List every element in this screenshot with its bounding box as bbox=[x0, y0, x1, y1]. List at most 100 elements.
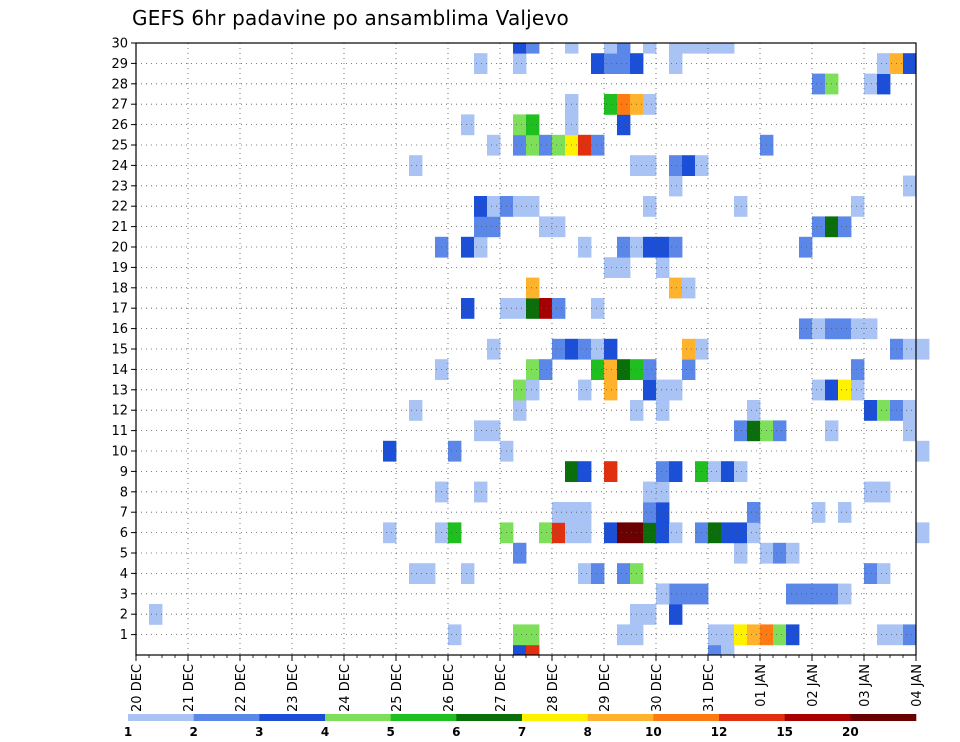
cell-218 bbox=[474, 53, 488, 74]
cell-214 bbox=[812, 73, 826, 95]
cell-58 bbox=[643, 522, 657, 544]
y-axis: 1234567891011121314151617181920212223242… bbox=[111, 37, 136, 643]
x-axis: 20 DEC 21 DEC 22 DEC 23 DEC 24 DEC 25 DEC 26 D… bbox=[130, 655, 925, 712]
cell-225 bbox=[877, 53, 891, 74]
cell-29 bbox=[812, 583, 826, 605]
cell-123 bbox=[526, 359, 540, 380]
cell-154 bbox=[552, 298, 566, 319]
x-tick-label: 03 JAN bbox=[858, 664, 873, 707]
cell-161 bbox=[656, 257, 670, 278]
x-tick-label: 02 JAN bbox=[806, 664, 821, 707]
y-tick-label: 11 bbox=[111, 424, 128, 439]
cell-94 bbox=[474, 420, 488, 442]
y-tick-label: 10 bbox=[111, 445, 128, 460]
cell-143 bbox=[799, 318, 813, 340]
cell-96 bbox=[734, 420, 748, 442]
cell-169 bbox=[656, 236, 670, 258]
cell-158 bbox=[682, 277, 696, 299]
cell-62 bbox=[708, 522, 722, 544]
cell-232 bbox=[617, 43, 631, 54]
colorbar-label: 12 bbox=[711, 725, 728, 739]
y-tick-label: 28 bbox=[111, 77, 128, 92]
cell-102 bbox=[409, 400, 423, 421]
cell-206 bbox=[526, 114, 540, 136]
y-tick-label: 1 bbox=[120, 628, 128, 643]
cell-230 bbox=[565, 43, 579, 54]
cell-4 bbox=[448, 624, 462, 646]
x-tick-label: 28 DEC bbox=[546, 664, 561, 712]
cell-87 bbox=[708, 461, 722, 482]
cell-183 bbox=[526, 196, 540, 217]
cell-1 bbox=[708, 644, 722, 656]
cell-59 bbox=[656, 522, 670, 544]
y-tick-label: 9 bbox=[120, 465, 128, 480]
cell-67 bbox=[552, 502, 566, 523]
cell-155 bbox=[591, 298, 605, 319]
colorbar-label: 3 bbox=[255, 725, 263, 739]
cell-118 bbox=[812, 379, 826, 401]
cell-159 bbox=[604, 257, 618, 278]
cell-97 bbox=[747, 420, 761, 442]
cell-189 bbox=[409, 155, 423, 176]
cell-66 bbox=[916, 522, 930, 544]
cell-34 bbox=[422, 563, 436, 584]
cell-220 bbox=[591, 53, 605, 74]
cell-149 bbox=[461, 298, 475, 319]
cell-106 bbox=[747, 400, 761, 421]
cell-124 bbox=[539, 359, 553, 380]
cell-224 bbox=[669, 53, 683, 74]
cell-229 bbox=[526, 43, 540, 54]
colorbar: 1 2 3 4 5 6 7 8 10 12 15 20 bbox=[124, 714, 917, 739]
cell-60 bbox=[669, 522, 683, 544]
x-tick-label: 26 DEC bbox=[442, 664, 457, 712]
x-tick-label: 30 DEC bbox=[650, 664, 665, 712]
cell-137 bbox=[604, 338, 618, 360]
y-tick-label: 20 bbox=[111, 241, 128, 256]
cell-72 bbox=[747, 502, 761, 523]
cell-125 bbox=[591, 359, 605, 380]
y-tick-label: 27 bbox=[111, 98, 128, 113]
cell-85 bbox=[669, 461, 683, 482]
cell-54 bbox=[578, 522, 592, 544]
cell-129 bbox=[643, 359, 657, 380]
cell-148 bbox=[864, 318, 878, 340]
cell-2 bbox=[721, 644, 735, 656]
cell-88 bbox=[721, 461, 735, 482]
y-tick-label: 24 bbox=[111, 159, 128, 174]
cell-130 bbox=[682, 359, 696, 380]
cell-210 bbox=[604, 94, 618, 115]
cell-101 bbox=[903, 420, 917, 442]
y-tick-label: 30 bbox=[111, 37, 128, 52]
cell-211 bbox=[617, 94, 631, 115]
cell-234 bbox=[669, 43, 683, 54]
cell-76 bbox=[474, 481, 488, 503]
cell-233 bbox=[643, 43, 657, 54]
y-tick-label: 2 bbox=[120, 608, 128, 623]
cell-47 bbox=[383, 522, 397, 544]
cell-157 bbox=[669, 277, 683, 299]
cell-198 bbox=[539, 134, 553, 156]
cell-146 bbox=[838, 318, 852, 340]
cell-51 bbox=[539, 522, 553, 544]
x-tick-label: 22 DEC bbox=[234, 664, 249, 712]
cell-93 bbox=[916, 440, 930, 462]
cell-35 bbox=[461, 563, 475, 584]
cell-17 bbox=[773, 624, 787, 646]
cell-79 bbox=[864, 481, 878, 503]
cell-15 bbox=[747, 624, 761, 646]
y-tick-label: 26 bbox=[111, 118, 128, 133]
cell-172 bbox=[474, 216, 488, 238]
colorbar-swatch-8 bbox=[587, 714, 654, 721]
cell-205 bbox=[513, 114, 527, 136]
x-tick-label: 29 DEC bbox=[598, 664, 613, 712]
colorbar-swatch-12 bbox=[850, 714, 917, 721]
y-tick-label: 18 bbox=[111, 281, 128, 296]
cell-110 bbox=[903, 400, 917, 421]
colorbar-swatch-10 bbox=[719, 714, 785, 721]
cell-82 bbox=[578, 461, 592, 482]
cell-80 bbox=[877, 481, 891, 503]
colorbar-swatch-4 bbox=[325, 714, 391, 721]
cell-188 bbox=[903, 175, 917, 197]
grid-layer bbox=[136, 42, 916, 655]
cell-41 bbox=[877, 563, 891, 584]
